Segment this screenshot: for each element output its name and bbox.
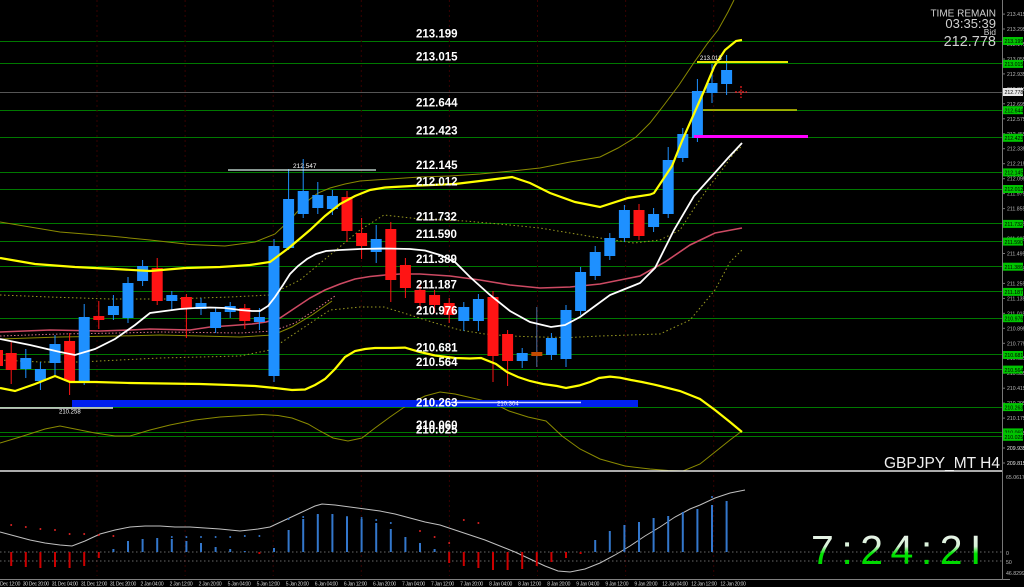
svg-text:9 Jan 20:00: 9 Jan 20:00 (634, 582, 657, 587)
svg-text:213.013: 213.013 (700, 56, 722, 62)
svg-text:8 Jan 12:00: 8 Jan 12:00 (518, 582, 541, 587)
svg-text:210.025: 210.025 (416, 424, 458, 436)
svg-text:8 Jan 20:00: 8 Jan 20:00 (547, 582, 570, 587)
svg-text:211.135: 211.135 (1007, 296, 1024, 302)
svg-text:211.732: 211.732 (1005, 222, 1023, 228)
svg-text:7 Jan 04:00: 7 Jan 04:00 (402, 582, 425, 587)
svg-text:211.732: 211.732 (416, 211, 457, 223)
svg-text:212.145: 212.145 (1005, 171, 1024, 177)
svg-text:211.255: 211.255 (1007, 281, 1024, 287)
svg-text:212.335: 212.335 (1007, 147, 1024, 153)
svg-text:210.655: 210.655 (1007, 356, 1024, 362)
svg-text:210.976: 210.976 (416, 306, 458, 318)
svg-text:212.547: 212.547 (293, 163, 317, 170)
svg-text:31 Dec 20:00: 31 Dec 20:00 (110, 582, 137, 587)
svg-text:210.775: 210.775 (1007, 341, 1024, 347)
svg-text:210.681: 210.681 (1005, 353, 1024, 359)
svg-text:210.564: 210.564 (416, 357, 458, 369)
svg-text:213.015: 213.015 (416, 51, 458, 63)
svg-text:210.976: 210.976 (1005, 316, 1024, 322)
svg-text:2 Jan 20:00: 2 Jan 20:00 (199, 582, 222, 587)
svg-text:31 Dec 04:00: 31 Dec 04:00 (52, 582, 79, 587)
svg-text:212.644: 212.644 (416, 98, 458, 110)
svg-text:213.199: 213.199 (1005, 39, 1024, 45)
svg-text:30 Dec 20:00: 30 Dec 20:00 (23, 582, 50, 587)
svg-text:212.012: 212.012 (416, 177, 458, 189)
svg-text:212.778: 212.778 (1005, 90, 1024, 96)
svg-text:7 Jan 12:00: 7 Jan 12:00 (431, 582, 454, 587)
svg-text:212.215: 212.215 (1007, 162, 1024, 168)
svg-text:212.575: 212.575 (1007, 117, 1024, 123)
svg-text:12 Jan 20:00: 12 Jan 20:00 (720, 582, 746, 587)
svg-text:6 Jan 04:00: 6 Jan 04:00 (315, 582, 338, 587)
svg-text:46.8299: 46.8299 (1006, 571, 1024, 577)
svg-text:GBPJPY_MT H4: GBPJPY_MT H4 (884, 455, 1000, 472)
svg-text:7 Jan 20:00: 7 Jan 20:00 (460, 582, 483, 587)
svg-text:50: 50 (1006, 560, 1012, 566)
svg-text:211.855: 211.855 (1007, 207, 1024, 213)
svg-text:210.895: 210.895 (1007, 326, 1024, 332)
svg-text:Bid: Bid (984, 27, 997, 37)
svg-text:212.423: 212.423 (1005, 136, 1024, 142)
svg-text:211.389: 211.389 (416, 254, 457, 266)
svg-text:209.815: 209.815 (1007, 461, 1024, 467)
svg-text:9 Jan 12:00: 9 Jan 12:00 (605, 582, 628, 587)
svg-text:6 Jan 20:00: 6 Jan 20:00 (373, 582, 396, 587)
svg-text:213.295: 213.295 (1007, 27, 1024, 33)
svg-text:213.199: 213.199 (416, 29, 458, 41)
svg-text:2 Jan 12:00: 2 Jan 12:00 (170, 582, 193, 587)
svg-text:12 Jan 04:00: 12 Jan 04:00 (662, 582, 688, 587)
svg-text:212.644: 212.644 (1005, 108, 1024, 114)
svg-text:212.935: 212.935 (1007, 72, 1024, 78)
svg-text:7:24:2I: 7:24:2I (811, 527, 989, 573)
svg-text:210.025: 210.025 (1005, 435, 1024, 441)
svg-text:TIME REMAIN: TIME REMAIN (930, 9, 996, 20)
svg-text:210.535: 210.535 (1007, 371, 1024, 377)
svg-text:212.695: 212.695 (1007, 102, 1024, 108)
svg-text:212.778: 212.778 (944, 34, 996, 50)
svg-text:211.187: 211.187 (416, 279, 457, 291)
svg-text:211.975: 211.975 (1007, 192, 1024, 198)
svg-text:211.590: 211.590 (1005, 240, 1023, 246)
svg-text:31 Dec 12:00: 31 Dec 12:00 (81, 582, 108, 587)
svg-text:211.389: 211.389 (1005, 265, 1023, 271)
svg-text:211.590: 211.590 (416, 229, 457, 241)
svg-text:210.258: 210.258 (59, 410, 81, 416)
svg-text:5 Jan 20:00: 5 Jan 20:00 (286, 582, 309, 587)
svg-text:212.012: 212.012 (1005, 187, 1024, 193)
svg-text:213.415: 213.415 (1007, 12, 1024, 18)
svg-text:6 Jan 12:00: 6 Jan 12:00 (344, 582, 367, 587)
svg-text:212.423: 212.423 (416, 125, 458, 137)
svg-text:12 Jan 12:00: 12 Jan 12:00 (691, 582, 717, 587)
svg-text:210.681: 210.681 (416, 343, 458, 355)
svg-text:0: 0 (1006, 551, 1009, 557)
svg-text:8 Jan 04:00: 8 Jan 04:00 (489, 582, 512, 587)
svg-text:210.304: 210.304 (497, 402, 519, 408)
svg-text:65.0617: 65.0617 (1006, 475, 1024, 481)
svg-text:03:35:39: 03:35:39 (945, 16, 996, 31)
svg-text:5 Jan 04:00: 5 Jan 04:00 (228, 582, 251, 587)
svg-text:210.415: 210.415 (1007, 386, 1024, 392)
svg-text:210.263: 210.263 (1005, 405, 1024, 411)
svg-text:209.935: 209.935 (1007, 446, 1024, 452)
svg-text:212.095: 212.095 (1007, 177, 1024, 183)
svg-text:211.187: 211.187 (1005, 290, 1023, 296)
svg-text:Dec 12:00: Dec 12:00 (0, 582, 21, 587)
svg-text:212.145: 212.145 (416, 160, 458, 172)
svg-text:5 Jan 12:00: 5 Jan 12:00 (257, 582, 280, 587)
svg-text:210.175: 210.175 (1007, 416, 1024, 422)
svg-text:210.263: 210.263 (416, 398, 458, 410)
svg-text:209.815: 209.815 (1007, 461, 1024, 467)
svg-text:211.495: 211.495 (1007, 252, 1024, 258)
svg-text:9 Jan 04:00: 9 Jan 04:00 (576, 582, 599, 587)
svg-text:210.564: 210.564 (1005, 368, 1024, 374)
svg-text:213.015: 213.015 (1005, 62, 1024, 68)
svg-text:209.935: 209.935 (1007, 446, 1024, 452)
svg-text:210.060: 210.060 (416, 420, 458, 432)
svg-text:2 Jan 04:00: 2 Jan 04:00 (140, 582, 163, 587)
